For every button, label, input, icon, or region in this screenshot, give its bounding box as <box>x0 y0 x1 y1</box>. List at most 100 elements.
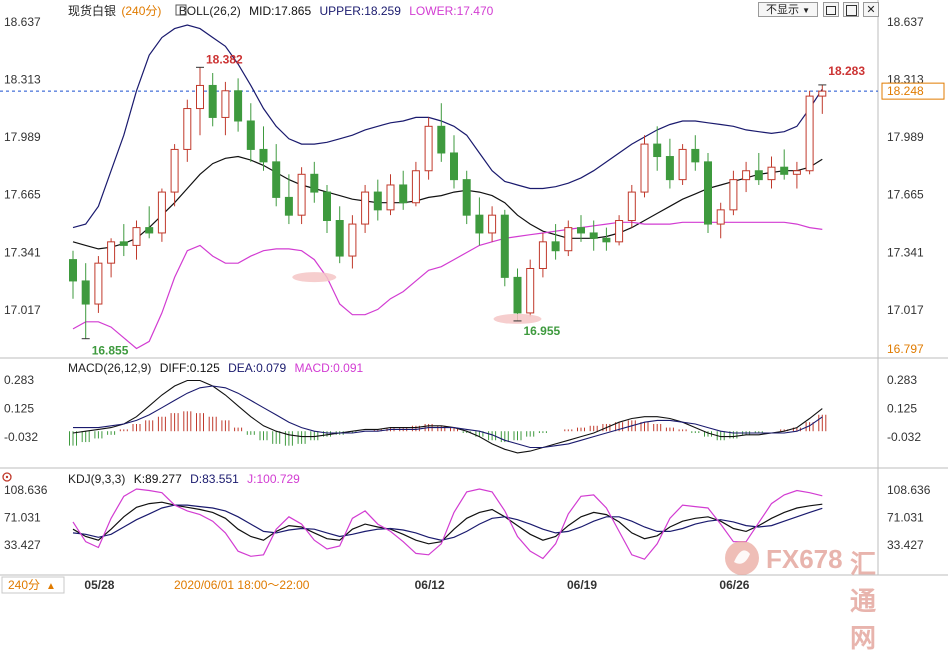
candle-body <box>805 95 814 172</box>
y-tick-label-left: 17.341 <box>4 245 41 259</box>
candle-body <box>94 262 103 305</box>
candle-body <box>272 161 281 198</box>
y-tick-label-left: 18.637 <box>4 15 41 29</box>
candle-body <box>234 90 243 122</box>
candle-body <box>119 241 128 246</box>
hide-dropdown-label: 不显示 <box>766 4 799 16</box>
low-annotation-1: 16.855 <box>92 344 129 358</box>
x-axis: 05/28 06/12 06/19 06/26 <box>84 578 749 592</box>
hide-dropdown[interactable]: 不显示 ▼ <box>758 2 818 17</box>
low-highlight <box>493 313 542 324</box>
y-tick-label-right: 0.125 <box>887 402 917 416</box>
candle-body <box>767 166 776 181</box>
x-tick-label: 06/12 <box>415 578 445 592</box>
kdj-j-value: J:100.729 <box>247 472 300 486</box>
candle-body <box>462 179 471 216</box>
candle-body <box>526 267 535 314</box>
maximize-icon <box>845 5 857 16</box>
macd-dea-value: DEA:0.079 <box>228 361 286 375</box>
macd-title: MACD(26,12,9) <box>68 361 151 375</box>
candle-body <box>475 214 484 234</box>
kdj-plot <box>72 488 823 560</box>
symbol-label: 现货白银 <box>68 3 116 18</box>
period-button[interactable] <box>1 576 65 594</box>
price-annotations: 18.382 16.855 16.955 18.283 <box>81 52 865 358</box>
kdj-settings-icon[interactable] <box>2 472 12 482</box>
watermark-fx: FX678 <box>766 544 843 574</box>
candle-body <box>284 196 293 216</box>
candle-body <box>208 84 217 118</box>
candle-body <box>754 170 763 181</box>
candle-body <box>551 241 560 252</box>
candle-body <box>361 191 370 225</box>
x-tick-label: 06/26 <box>719 578 749 592</box>
macd-diff-line <box>72 379 823 454</box>
maximize-button[interactable] <box>843 2 859 17</box>
macd-legend: MACD(26,12,9) DIFF:0.125 DEA:0.079 MACD:… <box>68 361 364 375</box>
candle-body <box>132 227 141 246</box>
candle-body <box>564 227 573 252</box>
candle-body <box>145 227 154 234</box>
period-label-close: ) <box>157 4 161 18</box>
candle-body <box>297 173 306 216</box>
y-tick-label-right: 108.636 <box>887 483 931 497</box>
close-button[interactable]: ✕ <box>863 2 879 17</box>
candle-body <box>196 84 204 110</box>
main-legend: 现货白银 (240分) BOLL(26,2) MID:17.865 UPPER:… <box>68 3 494 18</box>
x-tick-label: 06/19 <box>567 578 597 592</box>
candle-body <box>678 148 687 181</box>
kdj-title: KDJ(9,3,3) <box>68 472 125 486</box>
candle-body <box>183 108 192 150</box>
kdj-k-line <box>72 501 823 545</box>
y-tick-label-right: 17.341 <box>887 245 924 259</box>
candle-body <box>665 156 674 181</box>
candle-body <box>615 220 624 243</box>
candle-body <box>69 259 77 282</box>
candle-body <box>323 191 331 222</box>
crosshair-time-label: 2020/06/01 18:00～22:00 <box>174 578 310 592</box>
candle-body <box>602 237 611 243</box>
candle-body <box>411 170 420 204</box>
candle-body <box>691 148 700 163</box>
candle-body <box>373 191 382 211</box>
candle-body <box>488 214 497 234</box>
candle-body <box>424 125 433 172</box>
candle-body <box>348 223 357 257</box>
candle-body <box>386 184 395 211</box>
boll-upper-line <box>72 24 823 229</box>
y-tick-label-left: 108.636 <box>4 483 48 497</box>
kdj-k-value: K:89.277 <box>134 472 182 486</box>
y-tick-label-left: 17.989 <box>4 130 41 144</box>
period-label: 240分 <box>125 4 157 18</box>
y-tick-label-right: 17.665 <box>887 188 924 202</box>
x-tick-label: 05/28 <box>84 578 114 592</box>
watermark-cn: 汇通网 <box>850 549 877 653</box>
candlesticks <box>69 67 827 339</box>
restore-button[interactable] <box>823 2 839 17</box>
candle-body <box>640 143 649 193</box>
candle-body <box>259 148 268 163</box>
boll-mid-line <box>72 155 823 250</box>
chart-background <box>0 0 948 595</box>
period-button-arrow-icon: ▲ <box>46 581 56 592</box>
boll-upper-value: UPPER:18.259 <box>320 4 402 18</box>
boll-toggle-icon[interactable] <box>175 4 187 16</box>
candle-body <box>399 184 408 204</box>
y-tick-label-left: 0.283 <box>4 373 34 387</box>
candle-body <box>246 120 255 150</box>
candle-body <box>450 152 458 181</box>
crosshair-time-box <box>168 577 338 593</box>
candle-body <box>589 232 598 239</box>
y-tick-label-left: 33.427 <box>4 538 41 552</box>
boll-title: BOLL(26,2) <box>179 4 241 18</box>
candle-body <box>742 170 751 181</box>
y-tick-label-right: 71.031 <box>887 511 924 525</box>
candle-body <box>335 220 344 257</box>
macd-plot <box>69 379 827 454</box>
candle-body <box>716 209 725 225</box>
latest-high-annotation: 18.283 <box>828 64 865 78</box>
period-label-open: ( <box>121 4 125 18</box>
